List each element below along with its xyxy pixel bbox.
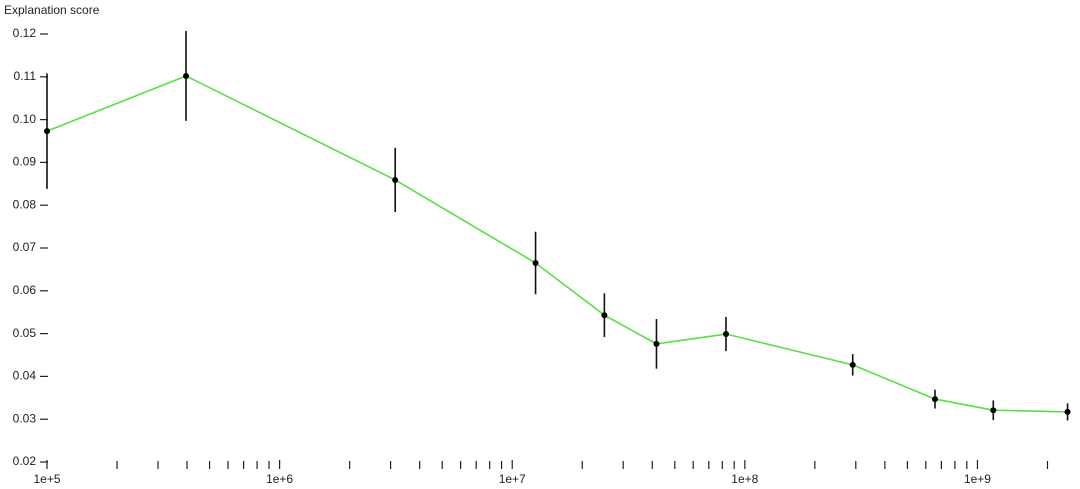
data-point (392, 176, 399, 183)
data-point (1064, 408, 1071, 415)
data-point (601, 312, 608, 319)
y-tick-label: 0.11 (14, 69, 37, 83)
y-tick-label: 0.09 (13, 155, 37, 169)
data-point (44, 128, 50, 135)
x-tick-label: 1e+6 (266, 472, 293, 486)
x-tick-label: 1e+5 (33, 472, 60, 486)
x-tick-label: 1e+9 (964, 472, 991, 486)
y-tick-label: 0.03 (13, 411, 37, 425)
y-tick-label: 0.02 (13, 454, 37, 468)
data-point (990, 407, 997, 414)
data-point (653, 340, 660, 347)
data-point (183, 72, 190, 79)
y-tick-label: 0.07 (13, 240, 37, 254)
y-tick-label: 0.05 (13, 326, 37, 340)
data-point (931, 396, 938, 403)
y-tick-label: 0.08 (13, 197, 37, 211)
y-tick-label: 0.04 (13, 369, 37, 383)
y-tick-label: 0.06 (13, 283, 37, 297)
y-axis-title: Explanation score (4, 3, 100, 17)
data-point (849, 361, 856, 368)
data-point (532, 259, 539, 266)
x-tick-label: 1e+7 (499, 472, 526, 486)
data-point (723, 331, 730, 338)
x-tick-label: 1e+8 (731, 472, 758, 486)
y-tick-label: 0.12 (13, 26, 37, 40)
series-line (46, 75, 1068, 413)
y-tick-label: 0.10 (13, 112, 37, 126)
